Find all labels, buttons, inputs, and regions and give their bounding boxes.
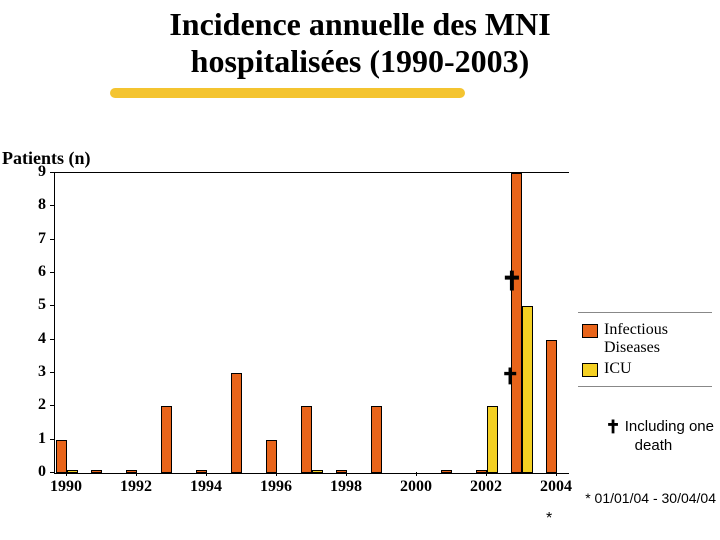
bar	[546, 340, 557, 473]
xtick-label: 2002	[470, 478, 502, 496]
ytick	[50, 472, 54, 473]
legend-item: ICU	[582, 360, 708, 378]
legend-label: ICU	[604, 360, 632, 378]
ytick-label: 9	[28, 163, 46, 181]
xtick	[206, 472, 207, 476]
xtick-label: 1996	[260, 478, 292, 496]
xtick	[416, 472, 417, 476]
xtick	[346, 472, 347, 476]
xtick	[136, 472, 137, 476]
ytick-label: 4	[28, 330, 46, 348]
xtick-label: 2000	[400, 478, 432, 496]
title-underline	[110, 88, 465, 98]
bar	[441, 470, 452, 473]
ytick	[50, 205, 54, 206]
bar	[56, 440, 67, 473]
ytick	[50, 239, 54, 240]
death-note: ✝ Including one death	[605, 418, 714, 454]
ytick-label: 0	[28, 463, 46, 481]
xtick	[276, 472, 277, 476]
ytick	[50, 305, 54, 306]
ytick	[50, 405, 54, 406]
legend: Infectious Diseases ICU	[578, 312, 712, 387]
ytick	[50, 372, 54, 373]
ytick	[50, 172, 54, 173]
ytick	[50, 272, 54, 273]
bar	[301, 406, 312, 473]
title-block: Incidence annuelle des MNI hospitalisées…	[0, 0, 720, 80]
bar	[91, 470, 102, 473]
xtick-label: 1998	[330, 478, 362, 496]
bar	[67, 470, 78, 473]
y-axis-label: Patients (n)	[2, 148, 91, 169]
ytick	[50, 439, 54, 440]
cross-icon: ✝	[605, 417, 620, 437]
bar	[266, 440, 277, 473]
xtick-label: 1994	[190, 478, 222, 496]
legend-item: Infectious Diseases	[582, 321, 708, 358]
xtick-label: 2004	[540, 478, 572, 496]
footnote: * 01/01/04 - 30/04/04	[585, 490, 716, 506]
ytick-label: 6	[28, 263, 46, 281]
death-note-line2: death	[635, 437, 673, 454]
xtick	[66, 472, 67, 476]
bar	[371, 406, 382, 473]
death-note-line1: Including one	[625, 418, 714, 435]
xtick-label: 1990	[50, 478, 82, 496]
ytick-label: 7	[28, 230, 46, 248]
legend-swatch	[582, 324, 598, 338]
ytick-label: 2	[28, 396, 46, 414]
cross-icon: ✝	[501, 266, 523, 297]
xtick-label: 1992	[120, 478, 152, 496]
plot-area	[54, 172, 569, 474]
title-line2: hospitalisées (1990-2003)	[191, 43, 530, 79]
chart-title: Incidence annuelle des MNI hospitalisées…	[169, 6, 550, 80]
asterisk-marker: *	[546, 510, 552, 528]
bar	[231, 373, 242, 473]
legend-label: Infectious Diseases	[604, 321, 708, 358]
ytick-label: 8	[28, 196, 46, 214]
bar	[487, 406, 498, 473]
ytick-label: 1	[28, 430, 46, 448]
xtick	[556, 472, 557, 476]
legend-swatch	[582, 363, 598, 377]
bar	[161, 406, 172, 473]
cross-icon: ✝	[501, 364, 519, 390]
bar	[522, 306, 533, 473]
bar	[312, 470, 323, 473]
title-line1: Incidence annuelle des MNI	[169, 6, 550, 42]
ytick	[50, 339, 54, 340]
xtick	[486, 472, 487, 476]
chart-area: 0123456789199019921994199619982000200220…	[28, 172, 568, 472]
bar	[511, 173, 522, 473]
ytick-label: 5	[28, 296, 46, 314]
ytick-label: 3	[28, 363, 46, 381]
